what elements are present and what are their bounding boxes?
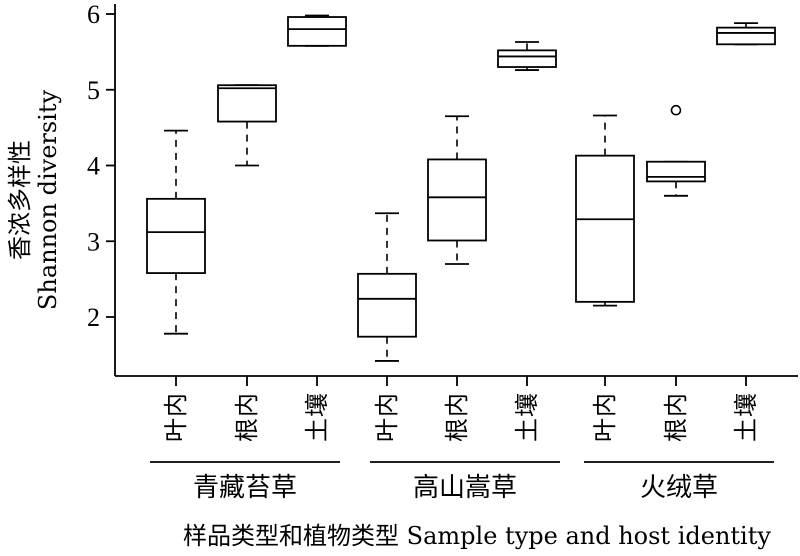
category-char: 壤: [303, 393, 331, 417]
y-axis-title-cn: 香浓多样性: [6, 140, 34, 260]
category-char: 内: [662, 393, 690, 417]
category-char: 土: [732, 418, 760, 442]
category-char: 根: [233, 418, 261, 442]
category-label: 根内: [662, 393, 690, 442]
box-6: [497, 41, 557, 71]
box-5: [427, 115, 487, 265]
category-char: 内: [443, 393, 471, 417]
category-char: 壤: [732, 393, 760, 417]
group-label: 青藏苔草: [193, 473, 297, 503]
box-2: [217, 84, 277, 167]
category-label: 土壤: [732, 393, 760, 442]
category-label: 叶内: [162, 393, 190, 442]
box-iqr: [287, 16, 347, 47]
category-label: 叶内: [591, 393, 619, 442]
y-tick-label: 3: [87, 227, 100, 256]
category-char: 壤: [513, 393, 541, 417]
box-iqr: [357, 272, 417, 338]
group-label: 高山嵩草: [413, 473, 517, 503]
y-axis-title-en: Shannon diversity: [34, 89, 62, 310]
category-char: 叶: [591, 418, 619, 442]
category-label: 土壤: [303, 393, 331, 442]
y-tick-label: 4: [87, 152, 100, 181]
box-8: [646, 104, 706, 197]
category-char: 根: [443, 418, 471, 442]
box-iqr: [716, 26, 776, 46]
category-label: 根内: [233, 393, 261, 442]
box-iqr: [646, 160, 706, 183]
y-axis-title: 香浓多样性 Shannon diversity: [6, 89, 62, 310]
category-char: 土: [513, 418, 541, 442]
category-label: 土壤: [513, 393, 541, 442]
category-char: 内: [591, 393, 619, 417]
y-tick-label: 2: [87, 303, 100, 332]
box-9: [716, 22, 776, 46]
category-char: 土: [303, 418, 331, 442]
boxes: [146, 14, 776, 362]
box-iqr: [575, 154, 635, 303]
category-char: 内: [373, 393, 401, 417]
box-1: [146, 129, 206, 335]
category-char: 内: [233, 393, 261, 417]
box-3: [287, 14, 347, 47]
box-iqr: [146, 197, 206, 274]
group-labels: 青藏苔草 高山嵩草 火绒草: [150, 461, 774, 503]
category-char: 叶: [162, 418, 190, 442]
category-char: 叶: [373, 418, 401, 442]
box-iqr: [427, 158, 487, 242]
y-tick-label: 6: [87, 0, 100, 29]
box-iqr: [497, 49, 557, 68]
box-7: [575, 114, 635, 307]
category-label: 叶内: [373, 393, 401, 442]
box-4: [357, 212, 417, 362]
category-label: 根内: [443, 393, 471, 442]
y-ticks: 2 3 4 5 6: [87, 0, 115, 332]
group-label: 火绒草: [640, 473, 718, 503]
outlier-point: [670, 104, 682, 116]
y-tick-label: 5: [87, 76, 100, 105]
x-axis-title: 样品类型和植物类型 Sample type and host identity: [183, 522, 771, 550]
box-iqr: [217, 84, 277, 123]
category-char: 根: [662, 418, 690, 442]
category-char: 内: [162, 393, 190, 417]
